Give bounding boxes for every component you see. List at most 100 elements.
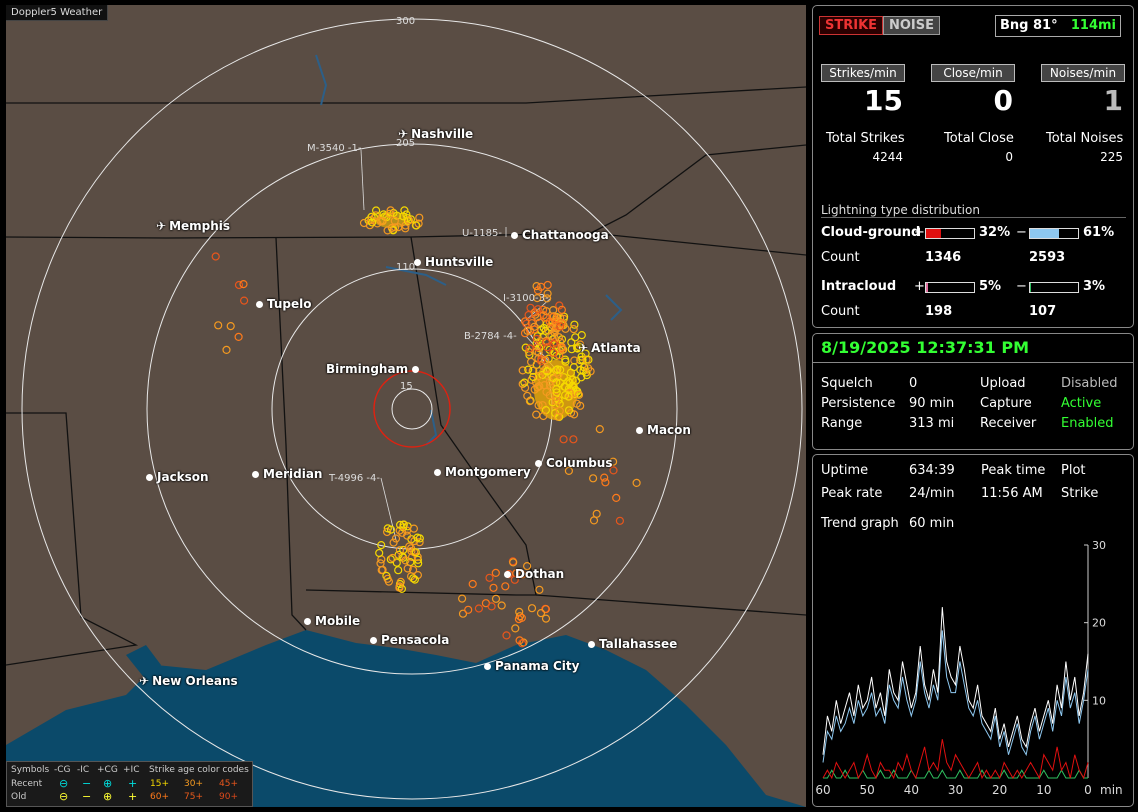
strike-marker [533,383,542,392]
cloud-ground-label: Cloud-ground [821,225,921,240]
range-setting-value: 313 mi [909,416,955,431]
storm-label[interactable]: B-2784 -4- [464,331,517,342]
ic-negative-bar [1029,282,1079,293]
receiver-value[interactable]: Enabled [1061,416,1114,431]
cg-positive-count: 1346 [925,250,962,265]
trend-panel: Uptime 634:39 Peak time Plot Peak rate 2… [812,454,1134,807]
ic-positive-bar-fill [926,283,929,292]
strike-marker [586,367,595,376]
strike-marker [548,313,557,322]
strike-marker [524,347,534,357]
storm-label[interactable]: M-3540 -1- [307,143,362,154]
strike-marker [523,326,532,335]
ring-label-110: 110 [396,262,416,273]
strike-marker [558,345,567,355]
strike-marker [240,296,249,305]
strikes-per-min-button[interactable]: Strikes/min [821,64,905,82]
close-per-min-button[interactable]: Close/min [931,64,1015,82]
upload-value[interactable]: Disabled [1061,376,1118,391]
lightning-map[interactable]: Doppler5 Weather 300 205 110 15 ✈ Nashvil… [6,5,806,807]
peak-rate-value: 24/min [909,486,955,501]
strike-marker [547,331,556,340]
strike-marker [501,582,510,591]
strike-marker [552,321,561,330]
cg-positive-pct: 32% [979,225,1011,240]
strike-marker [574,389,583,398]
strike-marker [542,343,552,352]
strike-marker [612,493,621,502]
strike-marker [564,466,574,475]
strike-marker [527,604,537,613]
strike-marker [404,216,414,225]
strike-marker [375,548,384,558]
cg-negative-count: 2593 [1029,250,1066,265]
strike-marker [615,516,625,525]
storm-label[interactable]: I-3100-3- [503,293,549,304]
squelch-label: Squelch [821,376,873,391]
legend-age: 75+ [184,792,203,802]
strike-marker [595,425,604,434]
total-noises-label: Total Noises [1046,131,1124,146]
strike-marker [565,388,574,397]
cg-positive-bar-fill [926,229,942,238]
noises-per-min-button[interactable]: Noises/min [1041,64,1125,82]
strike-marker [520,329,530,338]
strike-marker [359,218,369,228]
minus-sign: − [1016,225,1027,240]
city-panama-city: Panama City [484,659,579,673]
city-dot-icon [484,663,491,670]
strike-marker [567,345,576,354]
trend-graph-value[interactable]: 60 min [909,516,955,531]
strike-marker [572,399,581,408]
city-dot-icon [412,366,420,373]
strike-marker [401,224,410,233]
strike-marker [573,344,582,353]
strike-marker [552,388,561,397]
strike-marker [386,555,395,564]
noise-mode-button[interactable]: NOISE [883,16,941,35]
strike-marker [414,219,423,228]
strike-marker [474,604,483,613]
city-dot-icon [370,637,377,644]
strike-stats-panel: STRIKE NOISE Bng 81° 114mi Strikes/min C… [812,5,1134,328]
city-chattanooga: Chattanooga [511,228,609,242]
strike-marker [514,614,524,624]
strike-marker [555,379,565,388]
storm-label[interactable]: T-4996 -4- [329,473,381,484]
strike-marker [564,384,574,393]
strike-marker [601,478,610,487]
legend-pos-ic-icon: + [128,790,138,803]
strike-marker [532,347,541,356]
close-per-min-value: 0 [993,84,1013,117]
plot-value[interactable]: Strike [1061,486,1099,501]
legend-neg-ic-icon: − [82,777,92,790]
strike-marker [520,383,530,392]
range-value: 114mi [1070,18,1116,33]
strike-marker [390,216,399,225]
strike-marker [372,206,381,215]
total-strikes-value: 4244 [872,150,903,164]
strike-marker [584,355,593,364]
city-dot-icon [256,301,263,308]
strike-marker [542,367,552,376]
ic-negative-bar-fill [1030,283,1032,292]
strike-marker [368,218,377,227]
strike-marker [411,548,420,557]
y-tick-label: 10 [1092,694,1106,707]
strike-marker [592,509,601,518]
city-dot-icon [414,259,421,266]
city-tallahassee: Tallahassee [588,637,677,651]
city-meridian: Meridian [252,467,322,481]
strike-marker [377,565,386,575]
strike-marker [511,624,520,633]
strike-marker [533,286,543,295]
strike-marker [371,211,380,220]
strikes-per-min-value: 15 [864,84,903,117]
strike-mode-button[interactable]: STRIKE [819,16,884,35]
storm-label[interactable]: U-1185- [462,228,502,239]
strike-marker [510,575,519,584]
strike-marker [398,528,407,537]
strike-marker [557,318,566,327]
legend-recent-label: Recent [11,779,43,789]
capture-value[interactable]: Active [1061,396,1102,411]
